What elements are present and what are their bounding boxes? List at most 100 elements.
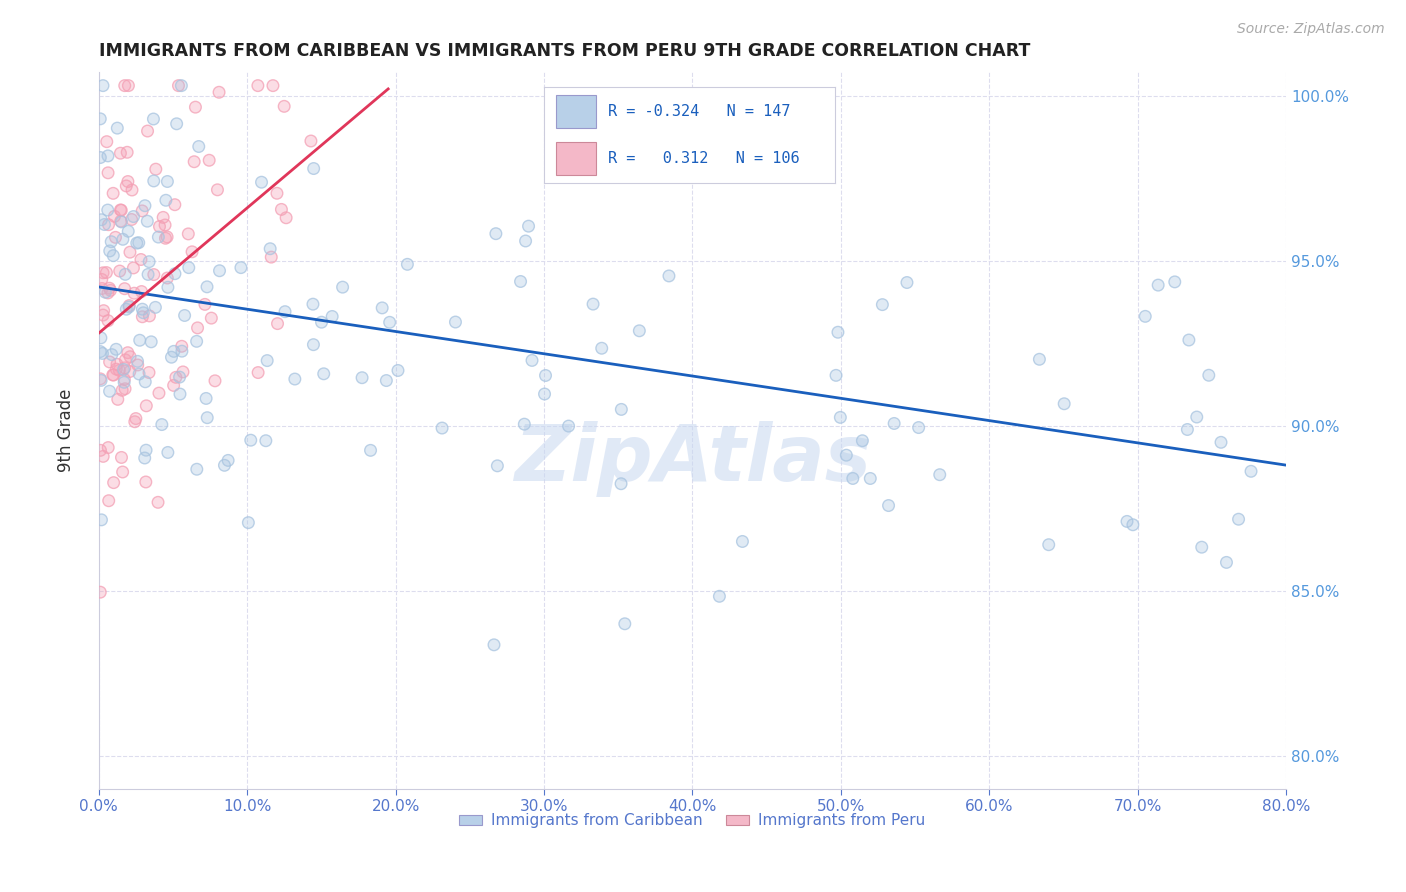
Point: [485, 227, 508, 241]
Point: [163, 197, 186, 211]
Point: [198, 153, 221, 168]
Point: [111, 232, 134, 246]
Point: [90, 513, 112, 527]
Legend: Immigrants from Caribbean, Immigrants from Peru: Immigrants from Caribbean, Immigrants fr…: [453, 807, 931, 835]
Point: [582, 297, 605, 311]
Point: [146, 495, 169, 509]
Point: [97, 493, 120, 508]
Point: [114, 360, 136, 375]
Point: [896, 276, 918, 290]
Point: [1028, 352, 1050, 367]
Point: [98, 355, 121, 369]
Text: ZipAtlas: ZipAtlas: [513, 421, 870, 497]
Point: [256, 353, 278, 368]
Point: [1191, 540, 1213, 554]
Point: [387, 363, 409, 377]
Point: [1227, 512, 1250, 526]
Point: [120, 350, 142, 364]
Point: [136, 124, 159, 138]
Point: [105, 362, 128, 376]
Point: [208, 85, 231, 99]
Point: [150, 417, 173, 432]
Point: [97, 218, 120, 232]
Point: [183, 154, 205, 169]
Point: [129, 252, 152, 267]
Point: [115, 145, 138, 160]
Point: [141, 334, 163, 349]
Point: [94, 285, 117, 300]
Point: [122, 210, 145, 224]
Point: [112, 376, 135, 390]
Point: [118, 245, 141, 260]
Point: [312, 367, 335, 381]
Point: [91, 346, 114, 360]
Point: [162, 378, 184, 392]
Point: [375, 374, 398, 388]
Point: [93, 303, 115, 318]
Point: [107, 392, 129, 407]
Point: [1038, 538, 1060, 552]
Point: [105, 357, 128, 371]
Point: [194, 297, 217, 311]
Point: [534, 368, 557, 383]
Point: [152, 211, 174, 225]
Point: [136, 124, 159, 138]
Point: [142, 268, 165, 282]
Point: [302, 161, 325, 176]
Point: [114, 360, 136, 375]
Point: [103, 368, 125, 382]
Point: [98, 244, 121, 258]
Point: [170, 344, 193, 359]
Point: [91, 450, 114, 464]
Point: [128, 333, 150, 347]
Point: [731, 534, 754, 549]
Point: [200, 311, 222, 326]
Point: [91, 266, 114, 280]
Point: [129, 252, 152, 267]
Point: [124, 415, 146, 429]
Point: [332, 280, 354, 294]
Point: [97, 285, 120, 300]
Point: [138, 254, 160, 268]
Point: [108, 363, 131, 377]
Point: [153, 218, 176, 232]
Point: [127, 358, 149, 372]
Point: [101, 348, 124, 362]
Point: [312, 367, 335, 381]
Point: [194, 297, 217, 311]
Point: [89, 151, 111, 165]
Point: [186, 462, 208, 476]
Point: [89, 372, 111, 386]
Point: [533, 387, 555, 401]
Point: [246, 78, 269, 93]
Point: [195, 410, 218, 425]
Point: [110, 203, 132, 218]
Point: [110, 450, 132, 465]
Point: [177, 227, 200, 241]
Point: [138, 254, 160, 268]
Point: [166, 117, 188, 131]
Point: [101, 348, 124, 362]
Point: [1240, 464, 1263, 478]
Point: [827, 325, 849, 339]
Point: [97, 203, 120, 218]
Point: [112, 362, 135, 376]
Point: [835, 448, 858, 462]
Point: [152, 211, 174, 225]
Point: [131, 285, 153, 299]
Point: [97, 441, 120, 455]
Point: [97, 314, 120, 328]
Point: [851, 434, 873, 448]
Point: [172, 365, 194, 379]
Point: [89, 585, 111, 599]
Point: [105, 343, 128, 357]
Point: [156, 280, 179, 294]
Point: [97, 493, 120, 508]
Point: [117, 345, 139, 359]
Point: [97, 314, 120, 328]
Point: [114, 78, 136, 93]
Point: [208, 264, 231, 278]
Point: [883, 417, 905, 431]
Point: [111, 384, 134, 398]
Point: [167, 78, 190, 93]
